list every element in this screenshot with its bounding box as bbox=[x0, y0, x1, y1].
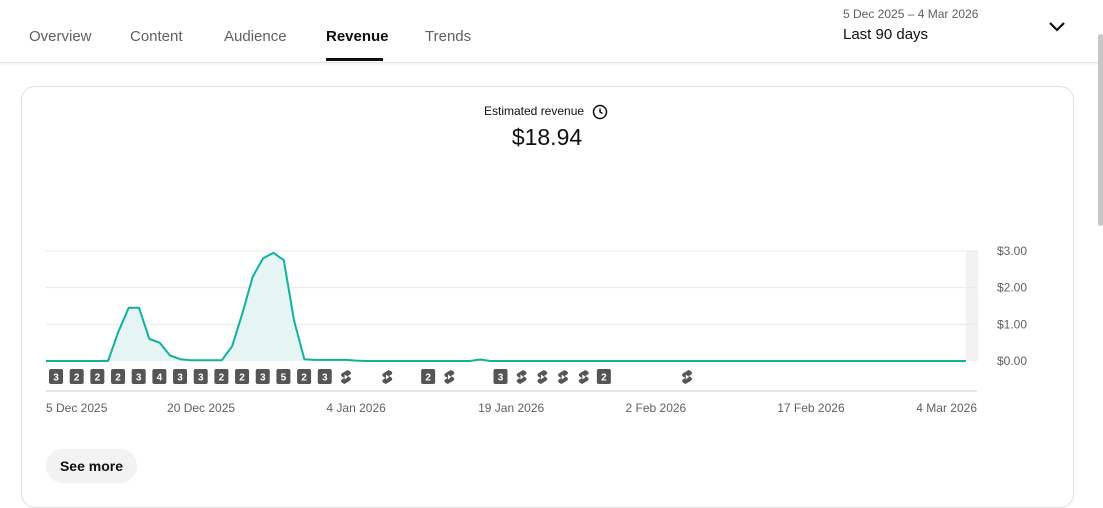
upload-count-badge bbox=[317, 369, 332, 384]
analytics-header: Overview Content Audience Revenue Trends… bbox=[0, 0, 1103, 63]
x-tick-label: 4 Mar 2026 bbox=[916, 401, 977, 415]
upload-count-label: 3 bbox=[177, 373, 183, 384]
upload-count-badge bbox=[111, 369, 126, 384]
upload-count-badge bbox=[255, 369, 270, 384]
upload-count-badge bbox=[276, 369, 291, 384]
upload-count-label: 2 bbox=[95, 373, 101, 384]
upload-count-label: 3 bbox=[198, 373, 204, 384]
revenue-line bbox=[46, 251, 966, 362]
upload-count-badge bbox=[596, 369, 611, 384]
chevron-down-icon bbox=[1049, 22, 1065, 32]
tab-audience[interactable]: Audience bbox=[224, 28, 287, 45]
upload-count-label: 3 bbox=[498, 373, 504, 384]
upload-count-label: 3 bbox=[322, 373, 328, 384]
upload-count-label: 3 bbox=[53, 373, 59, 384]
page-scrollbar[interactable] bbox=[1098, 34, 1103, 226]
tab-overview[interactable]: Overview bbox=[29, 28, 92, 45]
date-range-dates: 5 Dec 2025 – 4 Mar 2026 bbox=[843, 7, 979, 21]
revenue-area bbox=[46, 252, 966, 361]
shorts-play-glyph bbox=[541, 374, 545, 380]
x-tick-label: 19 Jan 2026 bbox=[478, 401, 544, 415]
upload-count-label: 2 bbox=[425, 373, 431, 384]
chart-gridlines bbox=[46, 250, 978, 325]
shorts-play-glyph bbox=[520, 374, 524, 380]
upload-count-label: 3 bbox=[260, 373, 266, 384]
tab-revenue[interactable]: Revenue bbox=[326, 28, 389, 45]
date-range-label[interactable]: Last 90 days bbox=[843, 26, 929, 43]
upload-count-badge bbox=[421, 369, 436, 384]
shorts-play-glyph bbox=[561, 374, 566, 380]
upload-count-badge bbox=[297, 369, 312, 384]
upload-count-badge bbox=[90, 369, 105, 384]
y-tick-label: $3.00 bbox=[997, 244, 1027, 258]
upload-count-badge bbox=[49, 369, 63, 384]
upload-count-badge bbox=[214, 369, 229, 384]
x-tick-label: 17 Feb 2026 bbox=[777, 401, 845, 415]
upload-count-badge bbox=[69, 369, 84, 384]
x-tick-label: 20 Dec 2025 bbox=[167, 401, 235, 415]
upload-count-badge bbox=[493, 369, 508, 384]
metric-label: Estimated revenue bbox=[484, 104, 585, 118]
upload-count-label: 2 bbox=[115, 373, 121, 384]
upload-count-label: 2 bbox=[219, 373, 225, 384]
upload-count-label: 2 bbox=[239, 373, 245, 384]
date-range-dropdown-button[interactable] bbox=[1043, 14, 1071, 42]
upload-count-label: 4 bbox=[157, 373, 163, 384]
tab-trends[interactable]: Trends bbox=[425, 28, 472, 45]
x-tick-label: 2 Feb 2026 bbox=[626, 401, 687, 415]
future-period-band bbox=[966, 251, 978, 361]
upload-markers: 3 2 2 2 3 4 3 3 2 2 3 5 2 3 2 3 2 bbox=[49, 369, 693, 384]
upload-count-label: 5 bbox=[281, 373, 287, 384]
upload-count-badge bbox=[173, 369, 188, 384]
revenue-chart: $0.00 $1.00 $2.00 $3.00 3 2 2 2 3 4 3 3 2 2 3 5 2 3 2 3 2 5… bbox=[46, 244, 1027, 415]
shorts-icon bbox=[444, 370, 455, 384]
upload-count-label: 2 bbox=[301, 373, 307, 384]
see-more-button[interactable]: See more bbox=[46, 449, 137, 483]
x-tick-label: 5 Dec 2025 bbox=[46, 401, 108, 415]
shorts-icon bbox=[340, 370, 351, 384]
shorts-icon bbox=[537, 370, 548, 384]
shorts-play-glyph bbox=[685, 374, 690, 380]
x-tick-label: 4 Jan 2026 bbox=[326, 401, 386, 415]
tab-content[interactable]: Content bbox=[130, 28, 183, 45]
shorts-play-glyph bbox=[385, 374, 390, 380]
active-tab-indicator bbox=[326, 58, 383, 61]
upload-count-label: 2 bbox=[74, 373, 80, 384]
upload-count-label: 3 bbox=[136, 373, 142, 384]
y-tick-label: $2.00 bbox=[997, 281, 1027, 295]
shorts-icon bbox=[558, 370, 569, 384]
upload-count-badge bbox=[193, 369, 208, 384]
shorts-play-glyph bbox=[448, 374, 452, 380]
upload-count-badge bbox=[235, 369, 250, 384]
clock-icon[interactable] bbox=[592, 104, 608, 120]
y-tick-label: $1.00 bbox=[997, 317, 1027, 331]
y-axis-ticks: $0.00 $1.00 $2.00 $3.00 bbox=[997, 244, 1027, 368]
y-tick-label: $0.00 bbox=[997, 354, 1027, 368]
shorts-icon bbox=[516, 370, 527, 384]
revenue-card bbox=[21, 86, 1074, 508]
metric-value: $18.94 bbox=[511, 124, 583, 150]
shorts-icon bbox=[382, 370, 393, 384]
shorts-icon bbox=[578, 370, 589, 384]
shorts-play-glyph bbox=[582, 374, 586, 380]
shorts-icon bbox=[682, 370, 693, 384]
upload-count-badge bbox=[152, 369, 167, 384]
x-axis-ticks: 5 Dec 2025 20 Dec 2025 4 Jan 2026 19 Jan 20… bbox=[46, 401, 977, 415]
shorts-play-glyph bbox=[344, 374, 348, 380]
upload-count-label: 2 bbox=[601, 373, 607, 384]
upload-count-badge bbox=[131, 369, 146, 384]
